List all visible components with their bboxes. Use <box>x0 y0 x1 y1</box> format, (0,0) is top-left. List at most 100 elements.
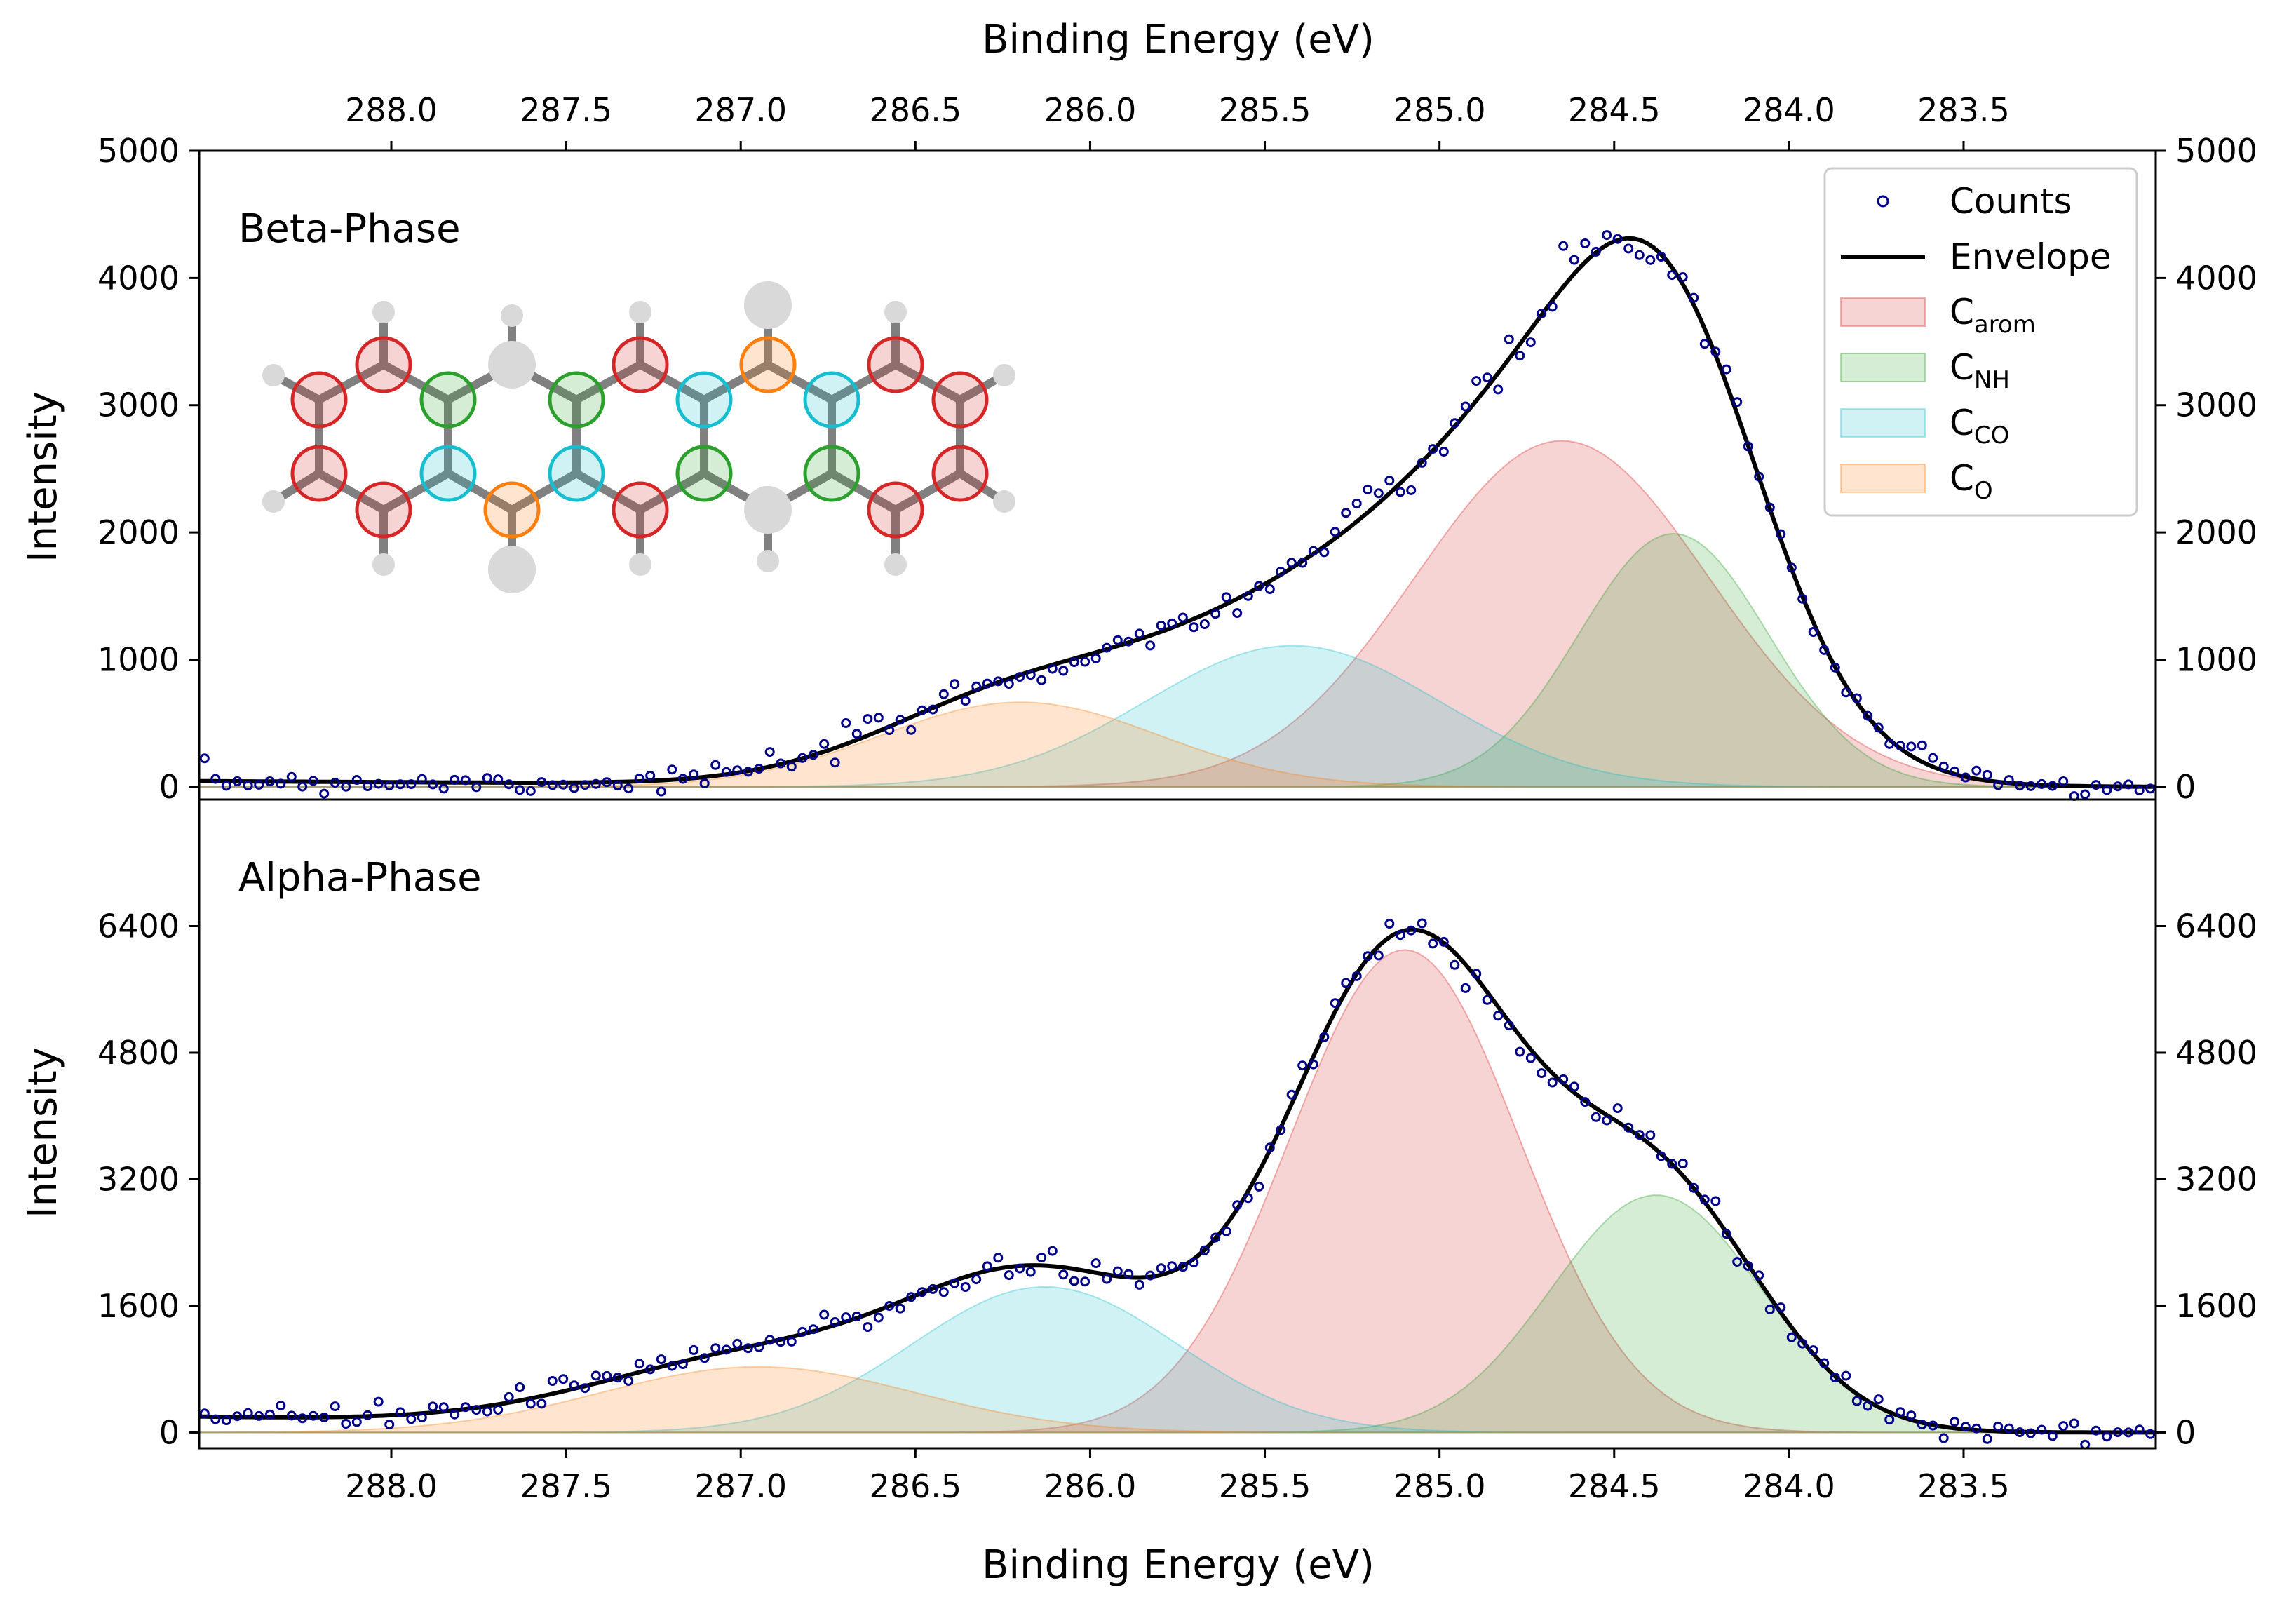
count-point <box>1612 1103 1623 1114</box>
count-point <box>884 725 895 735</box>
legend-patch-carom <box>1840 297 1926 327</box>
count-point <box>612 1373 623 1383</box>
molecule-bond <box>317 360 386 404</box>
count-point <box>1069 657 1079 667</box>
count-point <box>2102 1431 2112 1442</box>
molecule-substituent-atom <box>993 364 1015 386</box>
count-point <box>1863 710 1873 721</box>
molecule-atom-arom <box>290 371 348 429</box>
beta-phase-title: Beta-Phase <box>238 206 461 252</box>
legend-label-co: CO <box>1950 458 1993 505</box>
count-point <box>917 705 927 715</box>
count-point <box>721 767 731 777</box>
count-point <box>1264 584 1275 594</box>
count-point <box>1167 1261 1177 1272</box>
count-point <box>547 1376 558 1386</box>
count-point <box>1221 1226 1231 1236</box>
count-point <box>1634 1130 1645 1140</box>
count-point <box>699 1353 710 1363</box>
count-point <box>1504 1020 1514 1030</box>
count-point <box>2069 1418 2079 1429</box>
legend-patch-cnh <box>1840 353 1926 382</box>
molecule-bond <box>893 360 962 404</box>
count-point <box>1199 1245 1210 1255</box>
envelope-line <box>198 927 2156 1435</box>
count-point <box>971 681 982 692</box>
count-point <box>1667 1159 1677 1169</box>
count-point <box>873 1312 884 1323</box>
y-tick-label-left: 2000 <box>97 513 180 551</box>
molecule-substituent-atom <box>884 301 907 323</box>
y-tick-label-right: 3200 <box>2175 1160 2257 1198</box>
count-point <box>1460 401 1471 412</box>
count-point <box>286 771 297 782</box>
count-point <box>1080 1276 1090 1287</box>
count-point <box>1808 627 1818 637</box>
count-point <box>460 775 471 786</box>
count-point <box>1254 581 1264 591</box>
count-point <box>645 771 656 781</box>
molecule-atom-nh <box>675 445 733 502</box>
count-point <box>1841 687 1851 698</box>
molecule-atom-co <box>803 371 860 429</box>
count-point <box>982 678 992 689</box>
count-point <box>2025 1428 2036 1438</box>
count-point <box>960 1282 971 1292</box>
count-point <box>797 753 808 763</box>
count-point <box>1547 302 1558 312</box>
count-point <box>1090 1258 1101 1269</box>
count-point <box>1721 1229 1731 1239</box>
count-point <box>993 1253 1004 1263</box>
molecule-bond <box>766 360 834 404</box>
count-point <box>1363 951 1373 962</box>
count-point <box>254 779 264 790</box>
count-point <box>2004 775 2014 786</box>
molecule-atom-arom <box>290 445 348 502</box>
count-point <box>743 767 753 777</box>
count-point <box>1623 1122 1634 1133</box>
count-point <box>1254 1181 1264 1192</box>
count-point <box>1895 741 1905 751</box>
count-point <box>1504 334 1514 344</box>
molecule-bond <box>638 360 706 404</box>
count-point <box>1297 1060 1308 1071</box>
count-point <box>1351 498 1362 508</box>
count-point <box>1873 1394 1884 1405</box>
count-point <box>2134 1424 2145 1435</box>
molecule-atom-arom <box>931 371 989 429</box>
molecule-atom-shade <box>680 375 729 424</box>
y-tick-label-left: 6400 <box>97 907 180 945</box>
count-point <box>982 1261 992 1272</box>
count-point <box>873 713 884 723</box>
count-point <box>634 774 644 783</box>
y-tick-label-left: 1000 <box>97 640 180 678</box>
legend-patch-cco <box>1840 408 1926 438</box>
count-point <box>602 1370 612 1381</box>
count-point <box>1558 1074 1569 1084</box>
y-tick-label-right: 0 <box>2175 1413 2196 1451</box>
count-point <box>1537 309 1547 319</box>
count-point <box>950 1278 960 1288</box>
count-point <box>960 696 971 706</box>
count-point <box>2037 778 2047 789</box>
component-cco-area <box>199 645 2156 788</box>
count-point <box>2091 780 2101 790</box>
count-point <box>667 764 677 775</box>
molecule-bond <box>317 469 386 514</box>
count-point <box>1863 1401 1873 1411</box>
count-point <box>1667 270 1677 281</box>
count-point <box>863 714 873 724</box>
count-point <box>1764 1304 1775 1314</box>
count-point <box>2123 1427 2134 1438</box>
count-point <box>1036 675 1047 685</box>
count-point <box>1134 628 1144 639</box>
count-point <box>417 1412 427 1422</box>
molecule-atom-shade <box>552 449 601 498</box>
count-point <box>221 781 231 791</box>
y-tick-label-left: 0 <box>159 1413 180 1451</box>
count-point <box>1471 376 1482 386</box>
count-point <box>1199 619 1210 629</box>
count-point <box>1917 1420 1927 1430</box>
molecule-bond <box>830 469 898 514</box>
bottom-x-axis-label: Binding Energy (eV) <box>982 1542 1375 1588</box>
